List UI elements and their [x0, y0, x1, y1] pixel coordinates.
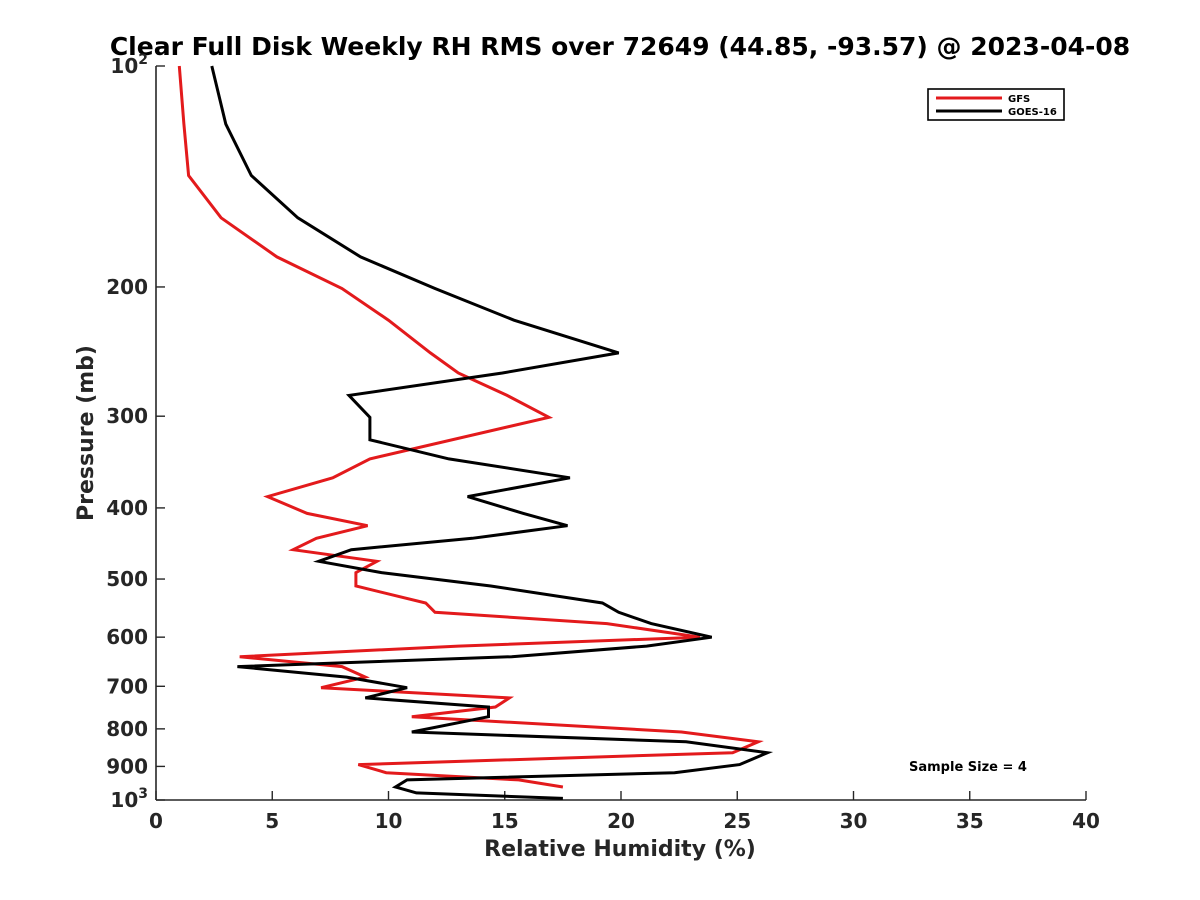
x-tick-label: 5 — [265, 809, 279, 833]
sample-size-note: Sample Size = 4 — [909, 760, 1027, 775]
x-tick-label: 10 — [375, 809, 403, 833]
y-tick-label: 102 — [110, 52, 148, 78]
legend-label: GFS — [1008, 94, 1030, 105]
series-gfs — [177, 65, 764, 789]
legend-label: GOES-16 — [1008, 107, 1057, 118]
y-tick-label: 900 — [106, 754, 148, 778]
y-tick-label: 700 — [106, 674, 148, 698]
series-line — [210, 65, 774, 800]
y-tick-label: 500 — [106, 567, 148, 591]
y-axis-label: Pressure (mb) — [74, 345, 99, 521]
y-tick-label: 300 — [106, 404, 148, 428]
x-tick-label: 35 — [956, 809, 984, 833]
x-tick-label: 20 — [607, 809, 635, 833]
y-tick-label: 200 — [106, 275, 148, 299]
y-tick-label: 103 — [110, 786, 148, 812]
x-tick-label: 15 — [491, 809, 519, 833]
series-line — [177, 65, 764, 789]
x-tick-label: 25 — [723, 809, 751, 833]
x-tick-label: 40 — [1072, 809, 1100, 833]
x-tick-label: 30 — [840, 809, 868, 833]
y-tick-label: 800 — [106, 717, 148, 741]
y-tick-label: 400 — [106, 496, 148, 520]
x-tick-label: 0 — [149, 809, 163, 833]
y-tick-label: 600 — [106, 625, 148, 649]
x-axis-label: Relative Humidity (%) — [484, 837, 756, 862]
chart-title: Clear Full Disk Weekly RH RMS over 72649… — [110, 32, 1130, 61]
series-goes-16 — [210, 65, 774, 800]
legend-box — [927, 88, 1065, 121]
